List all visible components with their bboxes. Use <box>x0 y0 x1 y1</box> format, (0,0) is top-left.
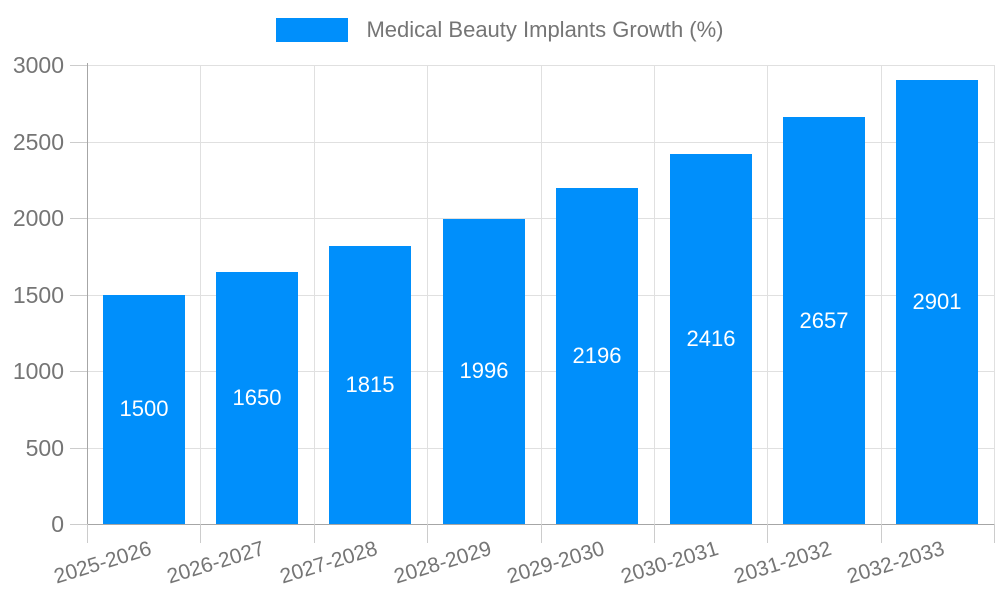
y-axis-tick <box>70 524 87 525</box>
x-axis-tick <box>314 524 315 543</box>
y-axis-label: 2500 <box>12 129 64 155</box>
x-axis-label: 2030-2031 <box>617 537 721 589</box>
y-axis-label: 1000 <box>12 358 64 384</box>
x-axis-label: 2025-2026 <box>50 537 154 589</box>
gridline-vertical <box>994 65 995 524</box>
gridline-vertical <box>314 65 315 524</box>
x-axis-line <box>87 524 994 525</box>
gridline-vertical <box>767 65 768 524</box>
y-axis-tick <box>70 295 87 296</box>
x-axis-label: 2029-2030 <box>503 537 607 589</box>
gridline-vertical <box>881 65 882 524</box>
bar[interactable] <box>896 80 978 524</box>
y-axis-label: 1500 <box>12 282 64 308</box>
legend-swatch <box>276 18 349 42</box>
y-axis-tick <box>70 448 87 449</box>
bar[interactable] <box>443 219 525 524</box>
gridline-horizontal <box>87 142 994 143</box>
y-axis-label: 3000 <box>12 52 64 78</box>
x-axis-tick <box>427 524 428 543</box>
gridline-vertical <box>654 65 655 524</box>
gridline-vertical <box>541 65 542 524</box>
gridline-horizontal <box>87 218 994 219</box>
x-axis-label: 2031-2032 <box>730 537 834 589</box>
gridline-vertical <box>200 65 201 524</box>
y-axis-tick <box>70 218 87 219</box>
y-axis-label: 0 <box>51 511 64 537</box>
gridline-vertical <box>427 65 428 524</box>
y-axis-tick <box>70 65 87 66</box>
x-axis-tick <box>200 524 201 543</box>
x-axis-label: 2026-2027 <box>163 537 267 589</box>
gridline-horizontal <box>87 371 994 372</box>
x-axis-tick <box>541 524 542 543</box>
y-axis-label: 2000 <box>12 205 64 231</box>
y-axis-line <box>87 63 88 524</box>
gridline-horizontal <box>87 448 994 449</box>
bar[interactable] <box>556 188 638 524</box>
x-axis-tick <box>767 524 768 543</box>
bar[interactable] <box>216 272 298 524</box>
y-axis-label: 500 <box>25 435 64 461</box>
legend[interactable]: Medical Beauty Implants Growth (%) <box>0 17 1000 43</box>
x-axis-tick <box>87 524 88 543</box>
gridline-horizontal <box>87 65 994 66</box>
bar[interactable] <box>103 295 185 525</box>
x-axis-label: 2028-2029 <box>390 537 494 589</box>
bar[interactable] <box>329 246 411 524</box>
x-axis-tick <box>994 524 995 543</box>
bar[interactable] <box>783 117 865 524</box>
legend-label: Medical Beauty Implants Growth (%) <box>366 17 724 42</box>
gridline-horizontal <box>87 295 994 296</box>
bar[interactable] <box>670 154 752 524</box>
y-axis-tick <box>70 371 87 372</box>
x-axis-label: 2032-2033 <box>843 537 947 589</box>
y-axis-tick <box>70 142 87 143</box>
x-axis-label: 2027-2028 <box>276 537 380 589</box>
x-axis-tick <box>881 524 882 543</box>
x-axis-tick <box>654 524 655 543</box>
